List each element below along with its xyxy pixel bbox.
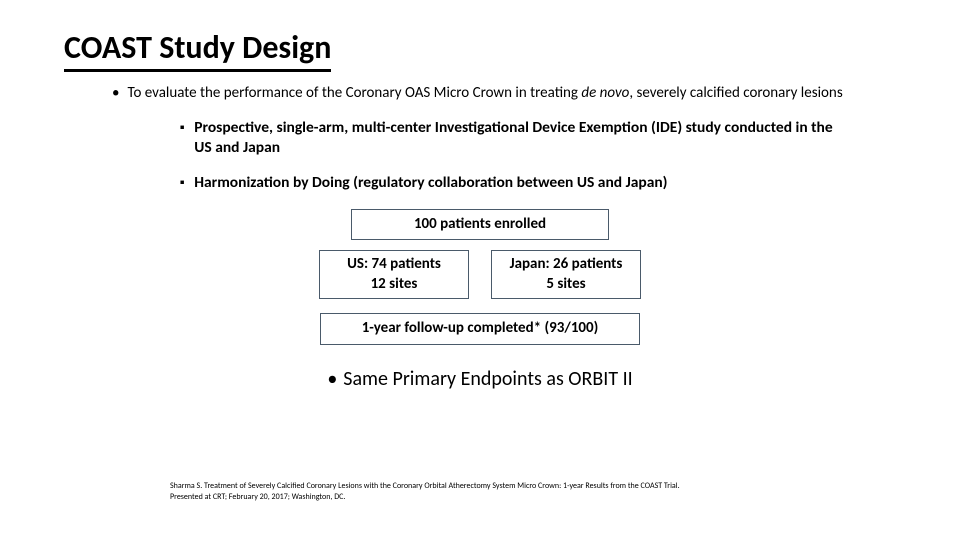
- endpoint-text: Same Primary Endpoints as ORBIT II: [343, 367, 632, 391]
- enrollment-diagram: 100 patients enrolled US: 74 patients 12…: [64, 209, 896, 345]
- sub-bullet-list: ▪ Prospective, single-arm, multi-center …: [180, 118, 836, 195]
- main-bullet-post: , severely calcified coronary lesions: [629, 84, 842, 102]
- main-bullet: • To evaluate the performance of the Cor…: [112, 84, 856, 104]
- japan-sites: 5 sites: [500, 275, 632, 295]
- bullet-dot: •: [327, 367, 337, 391]
- us-sites: 12 sites: [328, 275, 460, 295]
- site-pair: US: 74 patients 12 sites Japan: 26 patie…: [319, 250, 641, 299]
- endpoint-line: •Same Primary Endpoints as ORBIT II: [64, 367, 896, 391]
- us-patients: US: 74 patients: [328, 255, 460, 275]
- main-bullet-text: To evaluate the performance of the Coron…: [127, 84, 842, 104]
- followup-box: 1-year follow-up completed* (93/100): [320, 313, 640, 345]
- japan-box: Japan: 26 patients 5 sites: [491, 250, 641, 299]
- citation-footnote: Sharma S. Treatment of Severely Calcifie…: [170, 481, 690, 502]
- us-box: US: 74 patients 12 sites: [319, 250, 469, 299]
- sub-bullet-1: ▪ Prospective, single-arm, multi-center …: [180, 118, 836, 160]
- sub-bullet-2: ▪ Harmonization by Doing (regulatory col…: [180, 173, 836, 195]
- bullet-dot: •: [112, 84, 119, 104]
- japan-patients: Japan: 26 patients: [500, 255, 632, 275]
- square-bullet-icon: ▪: [180, 173, 184, 195]
- sub-bullet-2-text: Harmonization by Doing (regulatory colla…: [194, 173, 667, 195]
- main-bullet-italic: de novo: [581, 84, 629, 102]
- sub-bullet-1-text: Prospective, single-arm, multi-center In…: [194, 118, 836, 160]
- main-bullet-pre: To evaluate the performance of the Coron…: [127, 84, 581, 102]
- enrolled-box: 100 patients enrolled: [351, 209, 609, 241]
- slide-title: COAST Study Design: [64, 28, 331, 72]
- square-bullet-icon: ▪: [180, 118, 184, 160]
